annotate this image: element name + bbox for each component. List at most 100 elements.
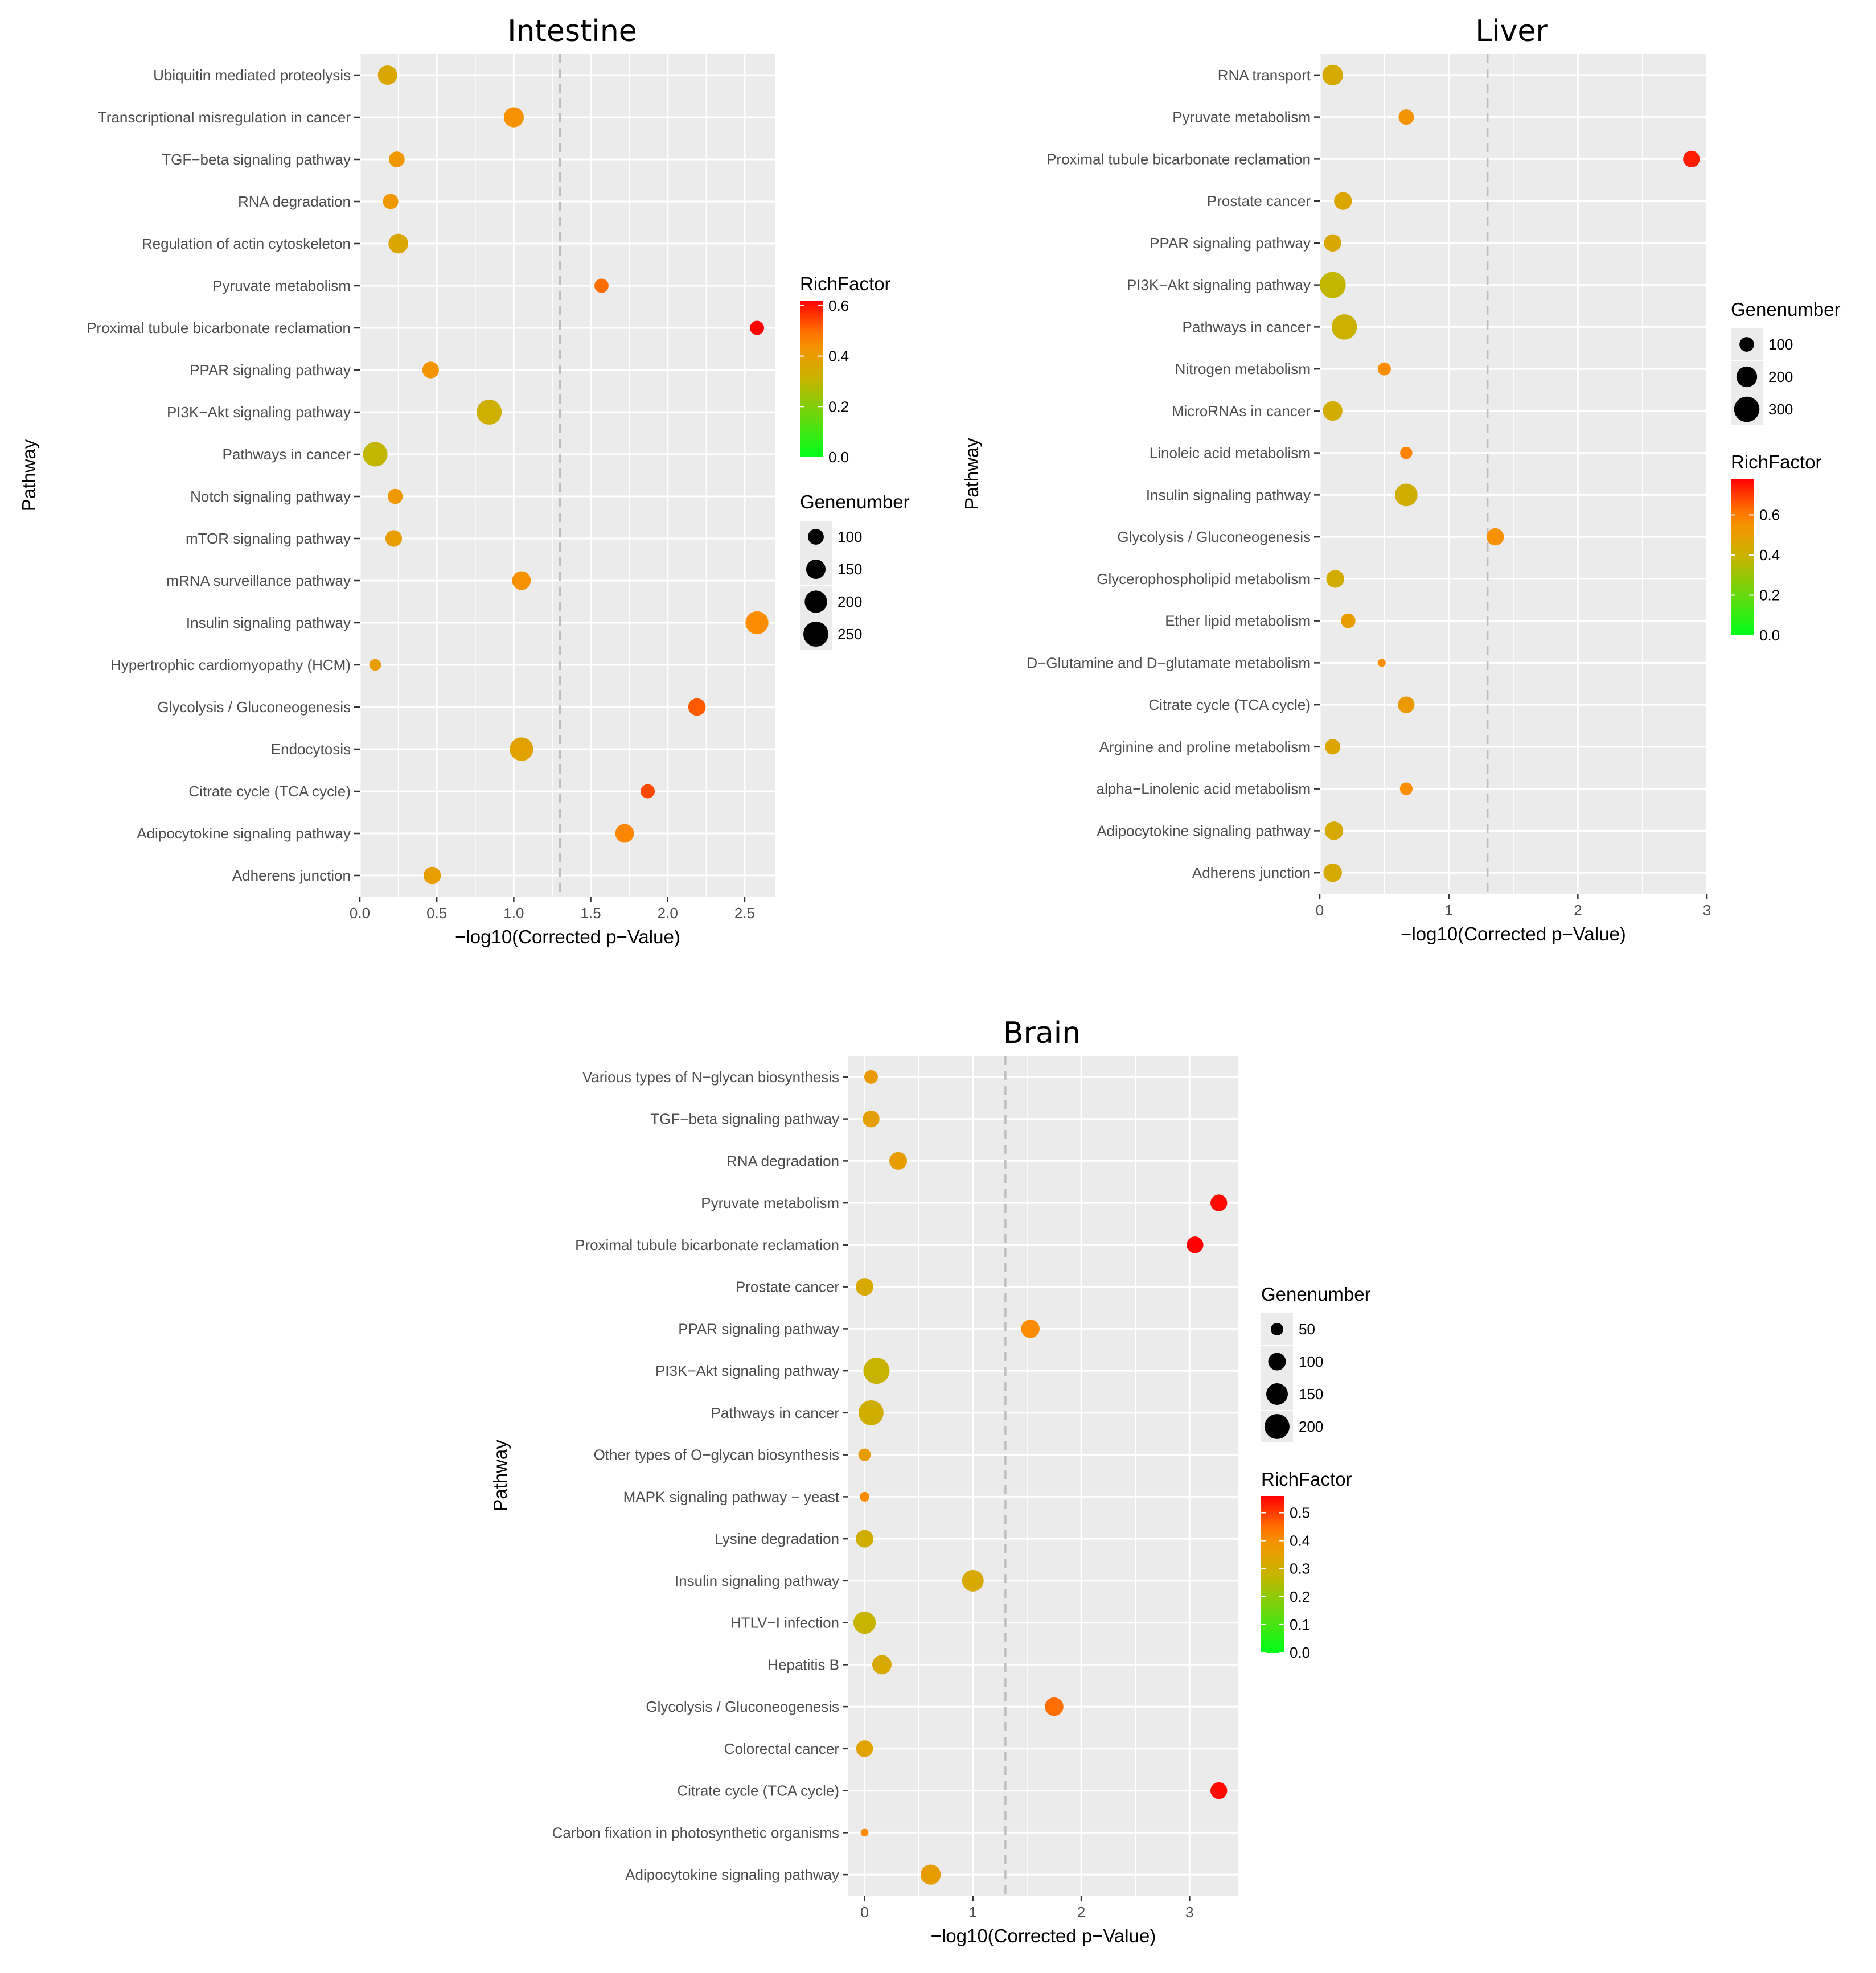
genenumber-legend-title: Genenumber bbox=[800, 491, 910, 512]
category-label: PI3K−Akt signaling pathway bbox=[167, 404, 351, 421]
y-axis-label: Pathway bbox=[961, 438, 982, 510]
x-axis-label: −log10(Corrected p−Value) bbox=[455, 926, 680, 947]
data-point bbox=[688, 698, 706, 716]
genenumber-legend-title: Genenumber bbox=[1261, 1284, 1371, 1305]
x-tick-label: 2 bbox=[1574, 902, 1582, 919]
richfactor-legend-label: 0.2 bbox=[828, 398, 849, 415]
genenumber-key-dot bbox=[804, 590, 827, 613]
data-point bbox=[1187, 1236, 1204, 1253]
category-label: Hypertrophic cardiomyopathy (HCM) bbox=[110, 656, 351, 673]
x-axis-label: −log10(Corrected p−Value) bbox=[931, 1925, 1156, 1946]
x-tick-label: 0 bbox=[1316, 902, 1324, 919]
data-point bbox=[859, 1400, 884, 1425]
x-tick-label: 3 bbox=[1185, 1904, 1193, 1921]
data-point bbox=[477, 400, 502, 425]
category-label: Adipocytokine signaling pathway bbox=[1097, 822, 1311, 839]
data-point bbox=[1331, 314, 1357, 340]
data-point bbox=[594, 278, 609, 293]
richfactor-legend-label: 0.4 bbox=[828, 348, 849, 365]
data-point bbox=[1683, 150, 1700, 168]
richfactor-legend-label: 0.0 bbox=[1290, 1644, 1310, 1661]
data-point bbox=[1341, 613, 1356, 628]
category-label: Other types of O−glycan biosynthesis bbox=[594, 1446, 839, 1464]
category-label: Colorectal cancer bbox=[724, 1740, 840, 1757]
richfactor-legend-label: 0.2 bbox=[1759, 586, 1780, 603]
category-label: Glycerophospholipid metabolism bbox=[1097, 570, 1311, 587]
plot-panel bbox=[360, 54, 775, 897]
category-label: RNA degradation bbox=[238, 193, 351, 210]
richfactor-legend-label: 0.6 bbox=[1759, 506, 1780, 523]
genenumber-legend-label: 150 bbox=[838, 561, 862, 578]
richfactor-legend-title: RichFactor bbox=[800, 273, 891, 294]
genenumber-legend: Genenumber 100 200 300 bbox=[1731, 299, 1841, 425]
data-point bbox=[864, 1070, 878, 1084]
category-label: Glycolysis / Gluconeogenesis bbox=[157, 698, 351, 716]
genenumber-key-dot bbox=[1271, 1323, 1283, 1335]
category-label: Adipocytokine signaling pathway bbox=[137, 825, 351, 842]
data-point bbox=[1377, 659, 1386, 667]
category-label: Ether lipid metabolism bbox=[1165, 613, 1311, 630]
richfactor-legend-label: 0.2 bbox=[1290, 1588, 1310, 1605]
richfactor-legend: RichFactor 0.0 0.1 0.2 0.3 0.4 0.5 bbox=[1261, 1469, 1352, 1661]
category-label: HTLV−I infection bbox=[730, 1614, 839, 1631]
richfactor-legend-label: 0.4 bbox=[1290, 1532, 1310, 1549]
data-point bbox=[377, 65, 397, 85]
x-axis-label: −log10(Corrected p−Value) bbox=[1401, 923, 1626, 944]
x-tick-label: 1 bbox=[1444, 902, 1452, 919]
richfactor-legend-label: 0.6 bbox=[828, 297, 849, 314]
richfactor-legend-label: 0.4 bbox=[1759, 546, 1780, 564]
data-point bbox=[860, 1491, 870, 1502]
x-tick-label: 0.5 bbox=[426, 905, 447, 922]
data-point bbox=[1377, 362, 1391, 376]
category-label: Pyruvate metabolism bbox=[212, 277, 351, 294]
genenumber-legend-label: 200 bbox=[1299, 1418, 1323, 1435]
x-tick-label: 2.0 bbox=[658, 905, 678, 922]
x-tick-label: 0 bbox=[860, 1904, 868, 1921]
richfactor-legend: RichFactor 0.0 0.2 0.4 0.6 bbox=[1731, 451, 1822, 644]
category-label: Adherens junction bbox=[232, 867, 351, 884]
richfactor-colorbar bbox=[1261, 1496, 1284, 1653]
data-point bbox=[889, 1152, 908, 1170]
data-point bbox=[853, 1612, 876, 1634]
category-label: Glycolysis / Gluconeogenesis bbox=[646, 1698, 839, 1715]
category-label: PPAR signaling pathway bbox=[678, 1320, 839, 1337]
x-tick-label: 2 bbox=[1077, 1904, 1085, 1921]
category-label: Carbon fixation in photosynthetic organi… bbox=[552, 1824, 839, 1841]
genenumber-key-dot bbox=[1268, 1353, 1286, 1371]
data-point bbox=[1319, 272, 1346, 298]
genenumber-legend-label: 100 bbox=[1299, 1353, 1323, 1370]
category-label: Lysine degradation bbox=[715, 1530, 839, 1547]
category-label: Ubiquitin mediated proteolysis bbox=[153, 67, 351, 84]
category-label: Citrate cycle (TCA cycle) bbox=[188, 783, 351, 800]
category-label: Proximal tubule bicarbonate reclamation bbox=[87, 319, 351, 336]
x-tick-label: 1.0 bbox=[503, 905, 524, 922]
data-point bbox=[745, 611, 769, 635]
category-label: Proximal tubule bicarbonate reclamation bbox=[575, 1236, 839, 1253]
category-label: Proximal tubule bicarbonate reclamation bbox=[1046, 150, 1311, 167]
data-point bbox=[1323, 863, 1342, 882]
category-label: Insulin signaling pathway bbox=[1146, 486, 1311, 503]
genenumber-key-dot bbox=[1266, 1383, 1288, 1405]
genenumber-key-dot bbox=[803, 622, 828, 647]
richfactor-legend-label: 0.3 bbox=[1290, 1560, 1310, 1577]
data-point bbox=[1487, 528, 1504, 546]
genenumber-key-dot bbox=[808, 529, 824, 545]
category-label: RNA transport bbox=[1218, 67, 1311, 84]
panel-brain: Brain 0 1 2 3 Various types of N−glycan biosy… bbox=[490, 1016, 1371, 1946]
data-point bbox=[1210, 1782, 1228, 1799]
data-point bbox=[1324, 234, 1341, 252]
data-point bbox=[858, 1448, 871, 1461]
richfactor-legend-title: RichFactor bbox=[1261, 1469, 1352, 1490]
data-point bbox=[383, 194, 399, 209]
panel-liver: Liver 0 1 2 3 RNA transport Pyruvate metabolis… bbox=[961, 14, 1841, 944]
category-label: Pyruvate metabolism bbox=[1172, 109, 1311, 126]
category-label: TGF−beta signaling pathway bbox=[650, 1111, 839, 1128]
category-label: Pathways in cancer bbox=[223, 446, 351, 463]
data-point bbox=[750, 320, 765, 335]
data-point bbox=[856, 1740, 873, 1757]
richfactor-colorbar bbox=[800, 301, 823, 457]
category-label: D−Glutamine and D−glutamate metabolism bbox=[1027, 654, 1311, 671]
y-axis-label: Pathway bbox=[18, 439, 39, 511]
genenumber-legend-label: 150 bbox=[1299, 1386, 1323, 1403]
